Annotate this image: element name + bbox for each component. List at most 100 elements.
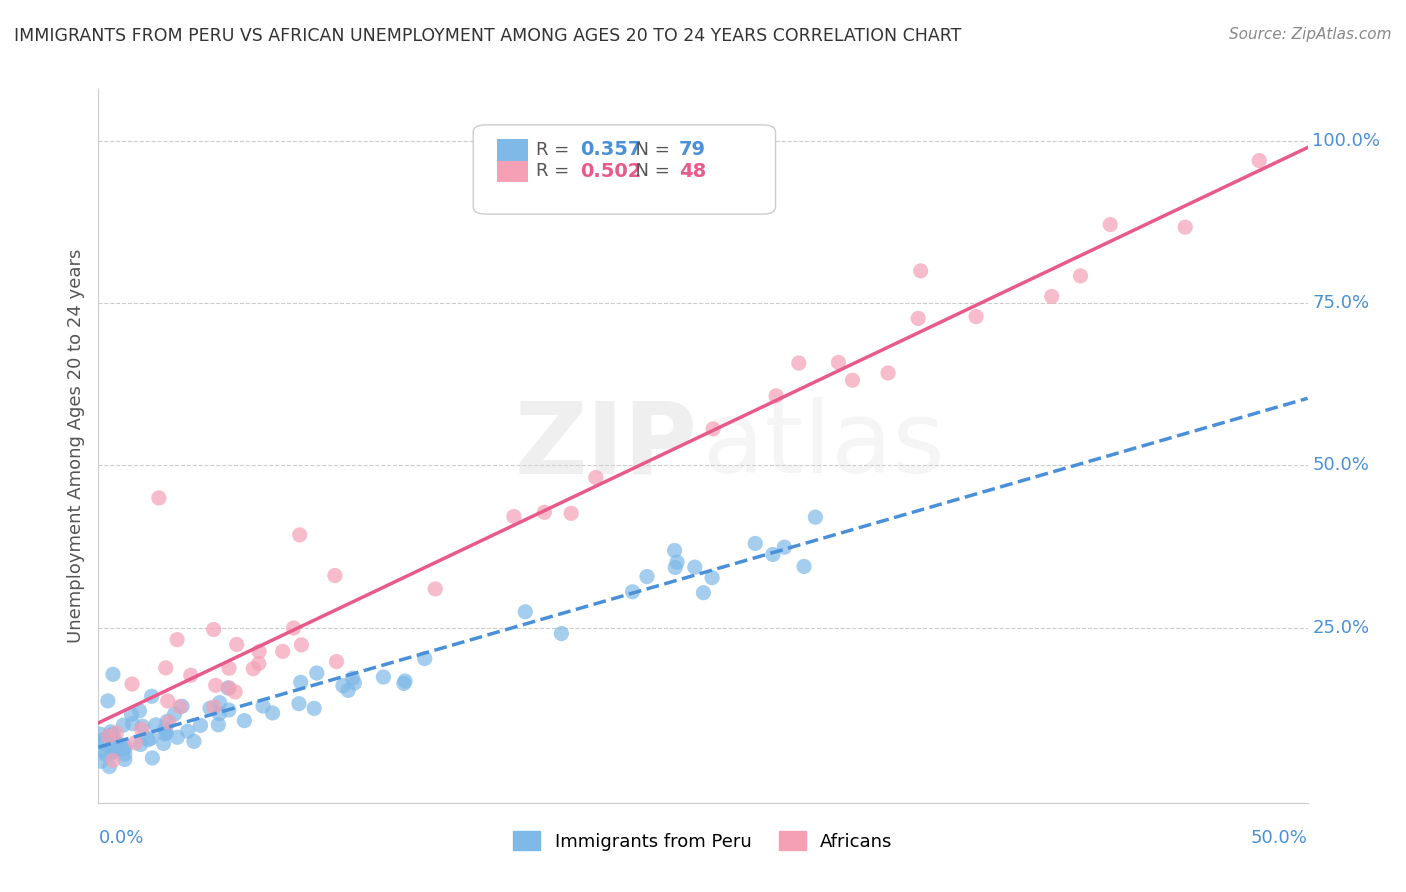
- Immigrants from Peru: [190, 718, 212, 732]
- Africans: [204, 678, 226, 692]
- Immigrants from Peru: [700, 571, 723, 585]
- Africans: [288, 528, 311, 542]
- Africans: [787, 356, 810, 370]
- Immigrants from Peru: [91, 732, 114, 747]
- Immigrants from Peru: [101, 746, 124, 760]
- Immigrants from Peru: [100, 728, 122, 742]
- Immigrants from Peru: [121, 707, 143, 722]
- Immigrants from Peru: [91, 744, 114, 758]
- Immigrants from Peru: [342, 671, 364, 685]
- Africans: [1099, 218, 1122, 232]
- Immigrants from Peru: [207, 718, 229, 732]
- Africans: [148, 491, 170, 505]
- Immigrants from Peru: [392, 676, 415, 690]
- Legend: Immigrants from Peru, Africans: Immigrants from Peru, Africans: [506, 824, 900, 858]
- Text: 0.357: 0.357: [579, 140, 641, 160]
- Immigrants from Peru: [112, 718, 135, 732]
- Immigrants from Peru: [515, 605, 537, 619]
- Africans: [169, 699, 191, 714]
- Immigrants from Peru: [128, 704, 150, 718]
- Immigrants from Peru: [636, 569, 658, 583]
- Immigrants from Peru: [136, 732, 159, 747]
- Immigrants from Peru: [233, 714, 256, 728]
- Immigrants from Peru: [762, 548, 785, 562]
- Africans: [290, 638, 312, 652]
- Africans: [1069, 268, 1091, 283]
- Africans: [202, 623, 225, 637]
- Africans: [218, 661, 240, 675]
- Immigrants from Peru: [394, 673, 416, 688]
- Immigrants from Peru: [152, 737, 174, 751]
- Immigrants from Peru: [166, 731, 188, 745]
- Africans: [503, 509, 526, 524]
- Immigrants from Peru: [290, 675, 312, 690]
- Immigrants from Peru: [112, 742, 135, 756]
- Africans: [325, 655, 347, 669]
- Immigrants from Peru: [104, 740, 127, 755]
- Africans: [157, 715, 180, 730]
- Africans: [155, 661, 177, 675]
- Africans: [105, 726, 128, 740]
- Immigrants from Peru: [114, 752, 136, 766]
- Immigrants from Peru: [97, 694, 120, 708]
- Text: 50.0%: 50.0%: [1312, 457, 1369, 475]
- Text: R =: R =: [536, 162, 575, 180]
- Immigrants from Peru: [170, 699, 193, 714]
- Immigrants from Peru: [98, 759, 121, 773]
- Immigrants from Peru: [114, 739, 136, 754]
- Immigrants from Peru: [90, 736, 112, 750]
- Immigrants from Peru: [141, 751, 163, 765]
- Immigrants from Peru: [744, 536, 766, 550]
- Immigrants from Peru: [692, 585, 714, 599]
- Africans: [827, 355, 849, 369]
- Text: Source: ZipAtlas.com: Source: ZipAtlas.com: [1229, 27, 1392, 42]
- Text: 0.0%: 0.0%: [98, 829, 143, 847]
- Immigrants from Peru: [101, 667, 124, 681]
- Immigrants from Peru: [198, 701, 221, 715]
- Immigrants from Peru: [664, 543, 686, 558]
- Immigrants from Peru: [373, 670, 395, 684]
- Immigrants from Peru: [343, 676, 366, 690]
- Immigrants from Peru: [413, 651, 436, 665]
- Africans: [271, 644, 294, 658]
- Africans: [202, 700, 225, 714]
- Africans: [166, 632, 188, 647]
- Immigrants from Peru: [89, 727, 111, 741]
- Africans: [156, 694, 179, 708]
- Immigrants from Peru: [103, 727, 125, 741]
- Africans: [1040, 289, 1063, 303]
- Africans: [242, 662, 264, 676]
- Africans: [225, 637, 247, 651]
- Africans: [121, 677, 143, 691]
- Africans: [97, 730, 120, 744]
- Africans: [533, 505, 555, 519]
- Immigrants from Peru: [183, 734, 205, 748]
- Text: 79: 79: [679, 140, 706, 160]
- Text: 25.0%: 25.0%: [1312, 619, 1369, 637]
- Text: 48: 48: [679, 161, 706, 181]
- Y-axis label: Unemployment Among Ages 20 to 24 years: Unemployment Among Ages 20 to 24 years: [66, 249, 84, 643]
- Immigrants from Peru: [101, 731, 124, 746]
- Text: ZIP: ZIP: [515, 398, 697, 494]
- Africans: [702, 422, 724, 436]
- Immigrants from Peru: [332, 679, 354, 693]
- Immigrants from Peru: [773, 540, 796, 554]
- Immigrants from Peru: [550, 626, 572, 640]
- Immigrants from Peru: [664, 560, 686, 574]
- Immigrants from Peru: [156, 714, 179, 729]
- FancyBboxPatch shape: [474, 125, 776, 214]
- Immigrants from Peru: [288, 697, 311, 711]
- Immigrants from Peru: [302, 701, 325, 715]
- Text: R =: R =: [536, 141, 575, 159]
- Immigrants from Peru: [108, 737, 131, 751]
- Africans: [323, 568, 346, 582]
- Africans: [124, 736, 146, 750]
- Africans: [765, 389, 787, 403]
- Africans: [218, 681, 240, 695]
- Immigrants from Peru: [305, 666, 328, 681]
- Immigrants from Peru: [177, 724, 200, 739]
- Text: N =: N =: [624, 162, 676, 180]
- Immigrants from Peru: [141, 690, 163, 704]
- Africans: [1249, 153, 1271, 168]
- Africans: [585, 470, 607, 484]
